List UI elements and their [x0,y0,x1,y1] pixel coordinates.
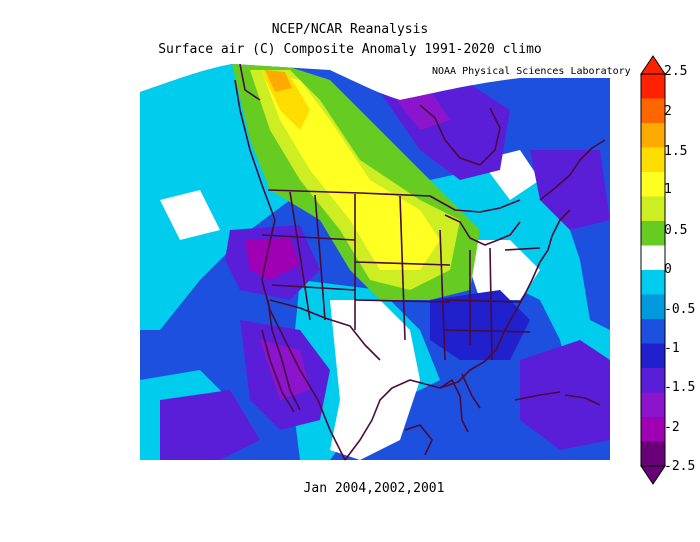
colorbar-label-1: 1 [664,182,672,197]
colorbar-swatch [641,368,665,393]
map-subtitle-variable: Surface air (C) Composite Anomaly 1991-2… [158,42,542,57]
colorbar-swatch [641,392,665,418]
anomaly-field [140,64,610,460]
colorbar-swatch [641,196,665,222]
colorbar-swatch [641,172,665,197]
colorbar-swatch [641,294,665,320]
colorbar-swatch [641,270,665,295]
colorbar-label-neg1: -1 [664,341,680,356]
colorbar-swatch [641,147,665,173]
colorbar-swatch [641,221,665,246]
colorbar-label-2p5: 2.5 [664,64,688,79]
colorbar-label-neg2p5: -2.5 [664,459,696,474]
colorbar-label-2: 2 [664,104,672,119]
colorbar-frame [640,73,666,467]
colorbar-swatch [641,98,665,124]
colorbar-upper-arrow [640,55,666,75]
map-title: NCEP/NCAR Reanalysis [271,22,429,37]
colorbar-label-1p5: 1.5 [664,144,688,159]
map-boundaries [234,63,606,461]
composite-years-label: Jan 2004,2002,2001 [303,481,445,496]
colorbar-swatch [641,441,665,467]
colorbar-swatch [641,343,665,369]
colorbar-swatch [641,319,665,344]
colorbar-swatch [641,245,665,271]
colorbar-label-0: 0 [664,262,672,277]
colorbar-label-0p5: 0.5 [664,223,688,238]
credit-label: NOAA Physical Sciences Laboratory [432,66,631,77]
colorbar-label-neg2: -2 [664,420,680,435]
colorbar-label-neg1p5: -1.5 [664,380,696,395]
colorbar-swatches [641,74,665,467]
colorbar-label-neg0p5: -0.5 [664,302,696,317]
colorbar-swatch [641,417,665,442]
colorbar-swatch [641,123,665,148]
colorbar-swatch [641,74,665,99]
